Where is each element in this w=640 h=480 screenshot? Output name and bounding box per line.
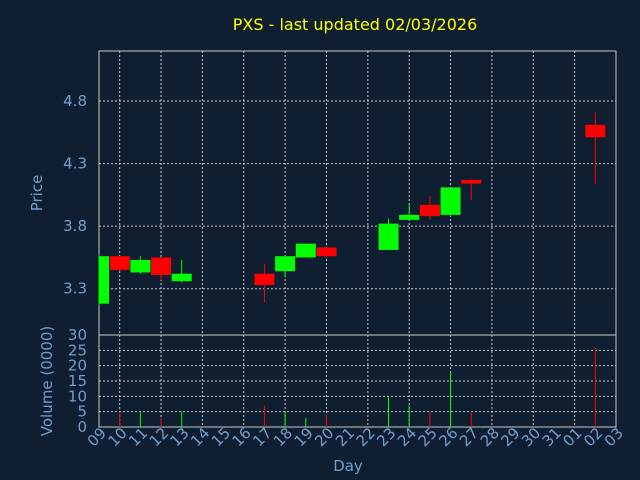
price-y-tick: 3.3 [63, 280, 87, 298]
candle-body [419, 204, 440, 217]
price-y-tick: 4.3 [63, 155, 87, 173]
volume-y-tick: 25 [68, 341, 87, 359]
candle-body [440, 187, 461, 215]
candle-body [295, 243, 316, 258]
x-axis-label: Day [333, 457, 363, 475]
price-y-tick: 4.8 [63, 92, 87, 110]
x-tick-labels: 0910111213141516171819202122232425262728… [84, 424, 627, 450]
price-panel-frame [98, 50, 617, 336]
candle-body [399, 214, 420, 220]
volume-grid [99, 335, 616, 427]
volume-y-tick: 5 [77, 403, 87, 421]
volume-bars [119, 347, 596, 427]
candle-body [171, 273, 192, 282]
candle-body [378, 223, 399, 250]
volume-y-tick: 15 [68, 372, 87, 390]
price-y-tick: 3.8 [63, 217, 87, 235]
candles [98, 112, 606, 305]
candle-body [130, 259, 151, 273]
candle-body [109, 256, 130, 270]
volume-y-tick: 30 [68, 326, 87, 344]
candle-body [316, 247, 337, 257]
price-grid [99, 51, 616, 335]
volume-y-tick: 20 [68, 357, 87, 375]
price-y-tick-labels: 3.3 3.8 4.3 4.8 [63, 92, 87, 298]
volume-axis-label: Volume (0000) [38, 326, 56, 436]
candle-body [585, 124, 606, 138]
chart-title: PXS - last updated 02/03/2026 [233, 15, 478, 34]
volume-y-tick: 10 [68, 387, 87, 405]
candle-body [99, 256, 109, 304]
volume-panel-frame [98, 334, 617, 428]
x-tick: 03 [601, 424, 627, 450]
candle-body [275, 256, 296, 272]
candle-body [151, 257, 172, 275]
candle-body [461, 179, 482, 184]
candle-body [254, 273, 275, 285]
price-axis-label: Price [28, 175, 46, 212]
volume-y-tick: 0 [77, 418, 87, 436]
